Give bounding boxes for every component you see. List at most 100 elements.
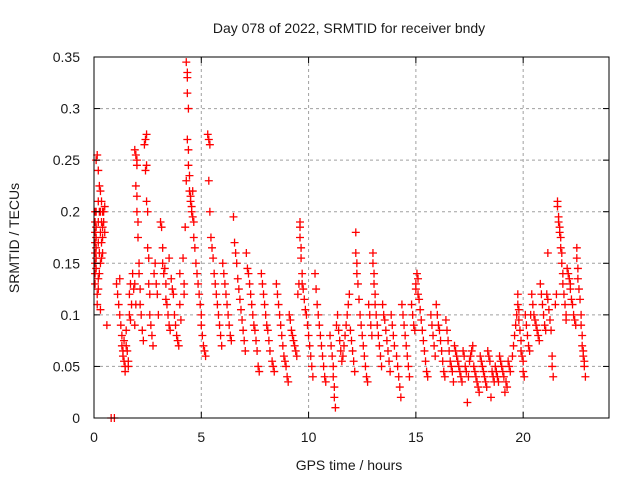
data-point (184, 104, 193, 113)
data-point (532, 321, 541, 330)
data-point (151, 259, 160, 268)
data-point (131, 181, 140, 190)
data-point (355, 295, 364, 304)
data-point (403, 352, 412, 361)
data-point (395, 383, 404, 392)
data-point (449, 377, 458, 386)
data-point (378, 300, 387, 309)
data-point (577, 310, 586, 319)
data-point (410, 326, 419, 335)
data-point (379, 310, 388, 319)
data-point (113, 290, 122, 299)
y-tick-label: 0.25 (53, 152, 80, 168)
data-point (198, 331, 207, 340)
data-point (263, 326, 272, 335)
data-point (497, 362, 506, 371)
y-tick-label: 0.3 (61, 101, 81, 117)
data-point (357, 321, 366, 330)
data-point (133, 218, 142, 227)
data-point (342, 321, 351, 330)
data-point (185, 171, 194, 180)
data-point (420, 346, 429, 355)
data-point (580, 362, 589, 371)
x-tick-label: 0 (90, 429, 98, 445)
data-point (574, 285, 583, 294)
data-point (504, 357, 513, 366)
data-point (278, 341, 287, 350)
data-point (326, 331, 335, 340)
data-point (581, 372, 590, 381)
data-point (186, 197, 195, 206)
data-point (553, 202, 562, 211)
data-point (358, 331, 367, 340)
data-point (402, 341, 411, 350)
data-point (518, 352, 527, 361)
data-point (522, 321, 531, 330)
data-point (220, 279, 229, 288)
data-point (387, 310, 396, 319)
data-point (467, 346, 476, 355)
data-point (569, 310, 578, 319)
data-point (536, 279, 545, 288)
data-point (401, 331, 410, 340)
data-point (217, 341, 226, 350)
data-point (368, 248, 377, 257)
data-point (421, 357, 430, 366)
data-point (201, 352, 210, 361)
data-point (520, 372, 529, 381)
data-point (219, 269, 228, 278)
data-point (461, 362, 470, 371)
data-point (430, 341, 439, 350)
data-point (573, 264, 582, 273)
data-point (329, 372, 338, 381)
data-point (393, 362, 402, 371)
data-point (158, 259, 167, 268)
data-point (437, 346, 446, 355)
data-point (370, 279, 379, 288)
data-point (291, 346, 300, 355)
data-point (95, 269, 104, 278)
x-tick-label: 20 (515, 429, 531, 445)
data-point (231, 248, 240, 257)
data-point (297, 254, 306, 263)
data-point (184, 161, 193, 170)
data-point (441, 316, 450, 325)
data-point (556, 243, 565, 252)
data-point (92, 264, 101, 273)
data-point (117, 331, 126, 340)
data-point (227, 336, 236, 345)
data-point (99, 207, 108, 216)
data-point (182, 176, 191, 185)
data-point (279, 352, 288, 361)
data-point (572, 243, 581, 252)
data-point (275, 310, 284, 319)
data-point (96, 305, 105, 314)
data-point (204, 176, 213, 185)
data-point (190, 243, 199, 252)
data-point (292, 352, 301, 361)
data-point (225, 321, 234, 330)
x-axis-label: GPS time / hours (296, 457, 403, 473)
data-point (483, 346, 492, 355)
data-point (175, 269, 184, 278)
data-point (352, 269, 361, 278)
data-point (377, 362, 386, 371)
data-point (142, 130, 151, 139)
data-point (423, 372, 432, 381)
data-point (139, 336, 148, 345)
data-point (296, 233, 304, 242)
data-point (156, 218, 165, 227)
data-point (307, 362, 316, 371)
data-point (135, 259, 144, 268)
data-point (131, 150, 140, 159)
y-tick-label: 0.1 (61, 307, 81, 323)
data-point (91, 279, 100, 288)
data-point (338, 352, 347, 361)
data-point (559, 290, 568, 299)
data-point (412, 269, 421, 278)
data-point (159, 269, 168, 278)
data-point (211, 279, 220, 288)
y-tick-label: 0 (72, 410, 80, 426)
data-point (276, 321, 285, 330)
data-point (573, 274, 582, 283)
